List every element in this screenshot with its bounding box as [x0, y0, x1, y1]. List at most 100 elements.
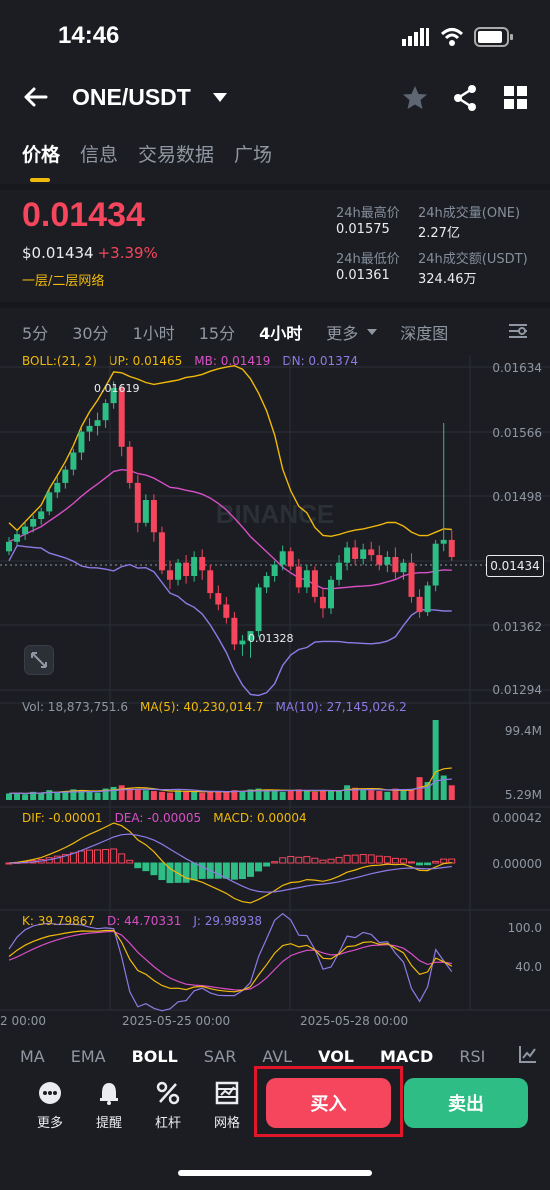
network-tag[interactable]: 一层/二层网络 — [22, 274, 105, 289]
price-axis-label: 0.01566 — [492, 426, 542, 440]
candle — [78, 431, 85, 453]
macd-dif-line — [8, 822, 452, 904]
kline-chart[interactable]: BINANCE — [0, 345, 550, 1045]
interval-1h[interactable]: 1小时 — [132, 324, 175, 343]
interval-more[interactable]: 更多 — [326, 324, 359, 343]
candle — [239, 640, 246, 645]
alert-tool-label: 提醒 — [95, 1116, 122, 1131]
candle — [22, 526, 29, 535]
macd-legend: DIF: -0.00001 DEA: -0.00005 MACD: 0.0000… — [22, 811, 307, 825]
high-value: 0.01575 — [336, 222, 390, 237]
buy-highlight-frame — [254, 1066, 403, 1137]
indicator-settings-icon[interactable] — [518, 1044, 538, 1064]
indicator-rsi[interactable]: RSI — [459, 1046, 486, 1066]
vol-legend: Vol: 18,873,751.6 MA(5): 40,230,014.7 MA… — [22, 700, 407, 714]
macd-histogram-bar — [295, 856, 303, 864]
back-arrow-icon[interactable] — [22, 86, 50, 108]
macd-histogram-bar — [367, 854, 375, 864]
grid-menu-icon[interactable] — [504, 86, 528, 110]
vol-ma5: MA(5): 40,230,014.7 — [139, 700, 264, 714]
indicator-avl[interactable]: AVL — [262, 1046, 293, 1066]
indicator-ma[interactable]: MA — [20, 1046, 45, 1066]
volume-bar — [46, 790, 53, 800]
indicator-ema[interactable]: EMA — [70, 1046, 106, 1066]
volume-bar — [6, 793, 12, 800]
candle — [328, 579, 334, 609]
volume-bar — [247, 789, 254, 800]
interval-30m[interactable]: 30分 — [72, 324, 109, 343]
usd-price-line: $0.01434 +3.39% — [22, 244, 158, 262]
candle — [86, 425, 93, 432]
indicator-macd[interactable]: MACD — [380, 1046, 434, 1066]
grid-tool[interactable]: 网格 — [207, 1080, 247, 1131]
macd-histogram-bar — [158, 862, 166, 881]
tab-square[interactable]: 广场 — [234, 144, 273, 166]
candle — [30, 519, 37, 527]
macd-dif: DIF: -0.00001 — [22, 811, 103, 825]
vol-axis-label: 5.29M — [504, 788, 542, 802]
volume-bar — [223, 791, 230, 800]
macd-histogram-bar — [102, 848, 110, 864]
volume-bar — [183, 791, 190, 800]
macd-histogram-bar — [424, 862, 432, 866]
signal-icon — [402, 28, 429, 46]
volume-bar — [118, 785, 125, 800]
boll-mb: MB: 0.01419 — [194, 354, 271, 368]
interval-5m[interactable]: 5分 — [22, 324, 49, 343]
tab-indicator — [30, 178, 50, 182]
tab-info[interactable]: 信息 — [80, 144, 119, 166]
macd-histogram-bar — [255, 862, 263, 872]
fullscreen-icon[interactable] — [24, 645, 54, 675]
volume-bar — [392, 788, 399, 800]
candle — [255, 587, 262, 632]
candle — [368, 549, 375, 556]
candle — [416, 596, 423, 613]
candle — [94, 420, 101, 426]
chart-settings-icon[interactable] — [508, 322, 528, 340]
candle — [199, 557, 206, 571]
candle — [62, 469, 69, 483]
favorite-star-icon[interactable] — [402, 85, 428, 111]
pair-title[interactable]: ONE/USDT — [72, 84, 191, 110]
volume-bar — [448, 785, 455, 800]
macd-histogram-bar — [247, 862, 254, 877]
boll-middle-line — [8, 468, 452, 590]
interval-15m[interactable]: 15分 — [198, 324, 236, 343]
tab-price[interactable]: 价格 — [22, 144, 61, 166]
candle — [263, 576, 270, 588]
share-icon[interactable] — [452, 84, 478, 112]
candle — [110, 387, 117, 404]
home-indicator[interactable] — [178, 1170, 372, 1176]
buy-button[interactable]: 买入 — [266, 1078, 391, 1128]
volume-bar — [78, 790, 85, 800]
kdj-axis-label: 100.0 — [507, 921, 542, 935]
more-tool-label: 更多 — [36, 1116, 63, 1131]
macd-histogram-bar — [327, 858, 335, 864]
volume-bar — [199, 792, 206, 800]
candle — [231, 617, 238, 645]
candle — [392, 557, 399, 573]
alert-tool[interactable]: 提醒 — [89, 1080, 129, 1131]
macd-histogram-bar — [271, 861, 279, 864]
kdj-j: J: 29.98938 — [193, 914, 262, 928]
vol-value: Vol: 18,873,751.6 — [22, 700, 128, 714]
sell-button[interactable]: 卖出 — [404, 1078, 528, 1128]
dropdown-caret-icon[interactable] — [212, 92, 228, 104]
indicator-sar[interactable]: SAR — [203, 1046, 237, 1066]
margin-tool[interactable]: 杠杆 — [148, 1080, 188, 1131]
interval-4h[interactable]: 4小时 — [259, 324, 303, 343]
volume-bar — [279, 791, 286, 800]
indicator-vol[interactable]: VOL — [318, 1046, 354, 1066]
vol-axis-label: 99.4M — [504, 724, 542, 738]
tab-trade-data[interactable]: 交易数据 — [138, 144, 215, 166]
percent-icon — [156, 1081, 180, 1105]
candle — [432, 543, 439, 586]
kdj-k-line — [8, 929, 453, 993]
candle — [319, 596, 326, 609]
volume-bar — [207, 791, 214, 800]
depth-chart-tab[interactable]: 深度图 — [400, 324, 449, 343]
indicator-boll[interactable]: BOLL — [131, 1046, 178, 1066]
macd-histogram-bar — [53, 855, 61, 864]
candle — [134, 482, 141, 523]
more-tool[interactable]: 更多 — [30, 1080, 70, 1131]
